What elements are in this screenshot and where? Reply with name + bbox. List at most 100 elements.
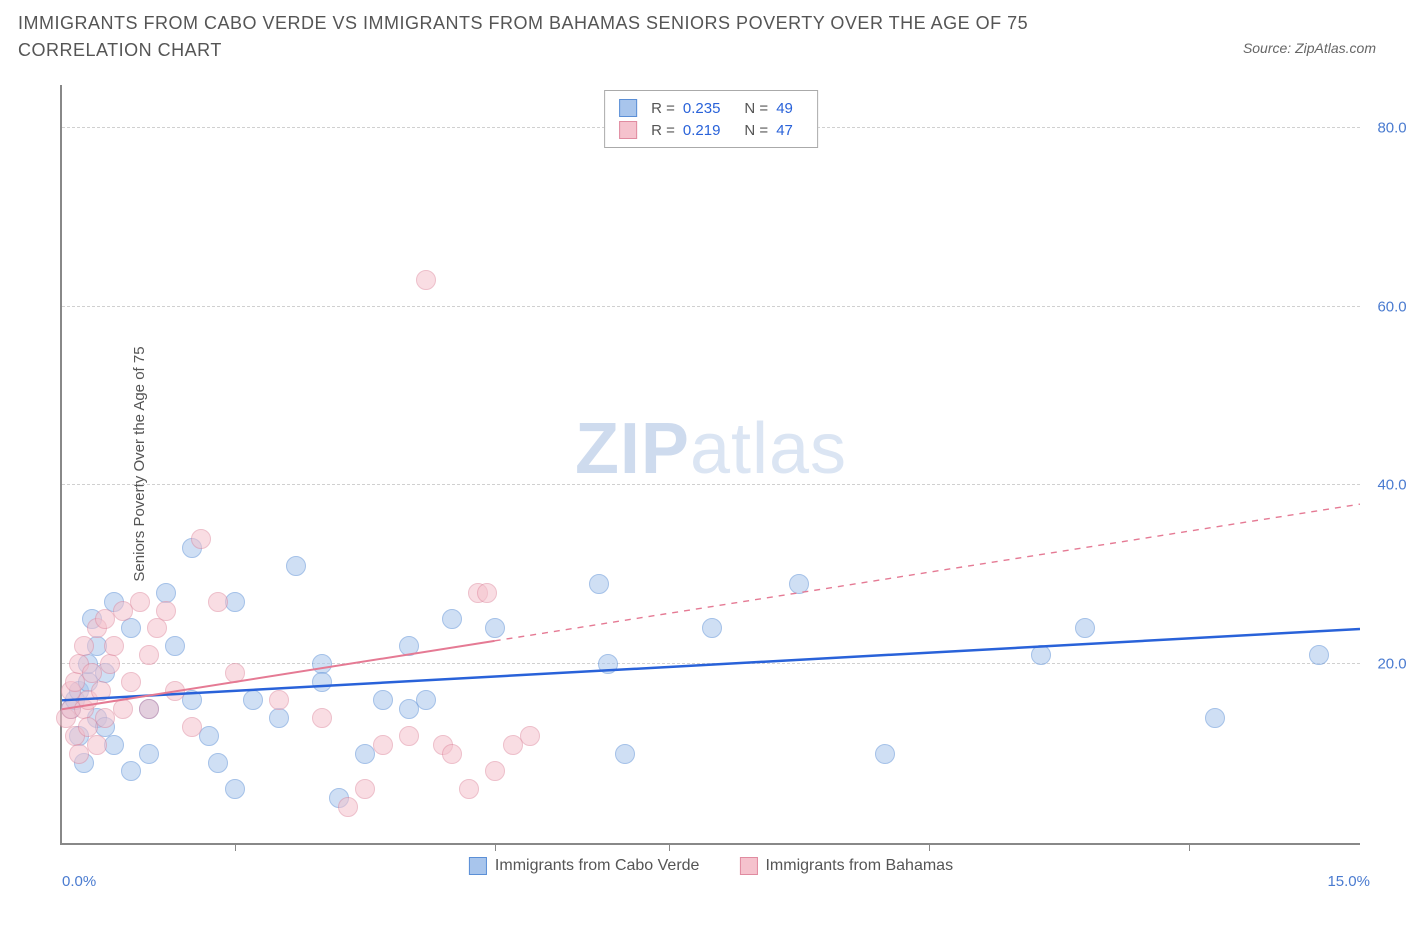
scatter-point xyxy=(338,797,358,817)
trend-lines xyxy=(62,85,1360,843)
scatter-point xyxy=(416,270,436,290)
x-tick xyxy=(669,843,670,851)
scatter-point xyxy=(147,618,167,638)
scatter-point xyxy=(789,574,809,594)
n-value-cabo-verde: 49 xyxy=(776,100,793,117)
scatter-point xyxy=(416,690,436,710)
scatter-point xyxy=(100,654,120,674)
grid-line: 60.0% xyxy=(62,306,1360,307)
n-label: N = xyxy=(744,122,768,139)
scatter-point xyxy=(1031,645,1051,665)
n-value-bahamas: 47 xyxy=(776,122,793,139)
scatter-point xyxy=(104,636,124,656)
scatter-point xyxy=(74,636,94,656)
r-label: R = xyxy=(651,100,675,117)
scatter-point xyxy=(1075,618,1095,638)
scatter-point xyxy=(121,672,141,692)
trend-line-solid xyxy=(62,629,1360,700)
scatter-point xyxy=(139,645,159,665)
x-tick xyxy=(495,843,496,851)
scatter-point xyxy=(182,717,202,737)
scatter-point xyxy=(87,735,107,755)
scatter-point xyxy=(139,744,159,764)
r-value-bahamas: 0.219 xyxy=(683,122,721,139)
scatter-point xyxy=(589,574,609,594)
x-tick xyxy=(1189,843,1190,851)
scatter-point xyxy=(399,636,419,656)
x-min-label: 0.0% xyxy=(62,873,96,890)
n-label: N = xyxy=(744,100,768,117)
legend-row-bahamas: R = 0.219 N = 47 xyxy=(619,119,803,141)
chart-container: IMMIGRANTS FROM CABO VERDE VS IMMIGRANTS… xyxy=(10,10,1396,920)
scatter-point xyxy=(269,708,289,728)
x-max-label: 15.0% xyxy=(1327,873,1370,890)
scatter-point xyxy=(121,761,141,781)
scatter-point xyxy=(208,592,228,612)
watermark-atlas: atlas xyxy=(690,409,847,489)
y-tick-label: 20.0% xyxy=(1377,656,1406,673)
scatter-point xyxy=(702,618,722,638)
scatter-point xyxy=(139,699,159,719)
source-attribution: Source: ZipAtlas.com xyxy=(1243,40,1376,56)
scatter-point xyxy=(485,761,505,781)
scatter-point xyxy=(520,726,540,746)
scatter-point xyxy=(182,690,202,710)
scatter-point xyxy=(243,690,263,710)
legend-row-cabo-verde: R = 0.235 N = 49 xyxy=(619,97,803,119)
scatter-point xyxy=(598,654,618,674)
scatter-point xyxy=(1309,645,1329,665)
scatter-point xyxy=(156,601,176,621)
y-axis-title: Seniors Poverty Over the Age of 75 xyxy=(131,346,148,581)
series-legend: Immigrants from Cabo Verde Immigrants fr… xyxy=(469,857,953,875)
swatch-cabo-verde xyxy=(619,99,637,117)
scatter-point xyxy=(1205,708,1225,728)
swatch-cabo-verde-bottom xyxy=(469,857,487,875)
scatter-point xyxy=(91,681,111,701)
r-label: R = xyxy=(651,122,675,139)
scatter-point xyxy=(615,744,635,764)
x-tick xyxy=(929,843,930,851)
scatter-point xyxy=(269,690,289,710)
scatter-point xyxy=(165,681,185,701)
scatter-point xyxy=(459,779,479,799)
scatter-point xyxy=(875,744,895,764)
series-name-cabo-verde: Immigrants from Cabo Verde xyxy=(495,857,700,875)
grid-line: 20.0% xyxy=(62,663,1360,664)
legend-item-bahamas: Immigrants from Bahamas xyxy=(739,857,953,875)
watermark-zip: ZIP xyxy=(575,409,690,489)
series-name-bahamas: Immigrants from Bahamas xyxy=(765,857,953,875)
scatter-point xyxy=(199,726,219,746)
y-tick-label: 80.0% xyxy=(1377,119,1406,136)
scatter-point xyxy=(485,618,505,638)
scatter-point xyxy=(113,699,133,719)
trend-line-dashed xyxy=(495,504,1360,641)
scatter-point xyxy=(208,753,228,773)
swatch-bahamas-bottom xyxy=(739,857,757,875)
y-tick-label: 60.0% xyxy=(1377,298,1406,315)
scatter-point xyxy=(165,636,185,656)
scatter-point xyxy=(355,779,375,799)
scatter-point xyxy=(399,726,419,746)
scatter-point xyxy=(442,609,462,629)
scatter-point xyxy=(373,690,393,710)
watermark: ZIPatlas xyxy=(575,408,847,490)
y-tick-label: 40.0% xyxy=(1377,477,1406,494)
scatter-point xyxy=(442,744,462,764)
swatch-bahamas xyxy=(619,121,637,139)
scatter-point xyxy=(225,779,245,799)
scatter-point xyxy=(477,583,497,603)
grid-line: 40.0% xyxy=(62,484,1360,485)
legend-item-cabo-verde: Immigrants from Cabo Verde xyxy=(469,857,700,875)
scatter-point xyxy=(225,663,245,683)
scatter-point xyxy=(312,672,332,692)
plot-area: Seniors Poverty Over the Age of 75 ZIPat… xyxy=(60,85,1360,845)
scatter-point xyxy=(104,735,124,755)
scatter-point xyxy=(225,592,245,612)
scatter-point xyxy=(130,592,150,612)
scatter-point xyxy=(121,618,141,638)
r-value-cabo-verde: 0.235 xyxy=(683,100,721,117)
x-tick xyxy=(235,843,236,851)
scatter-point xyxy=(286,556,306,576)
scatter-point xyxy=(373,735,393,755)
chart-title: IMMIGRANTS FROM CABO VERDE VS IMMIGRANTS… xyxy=(18,10,1118,64)
